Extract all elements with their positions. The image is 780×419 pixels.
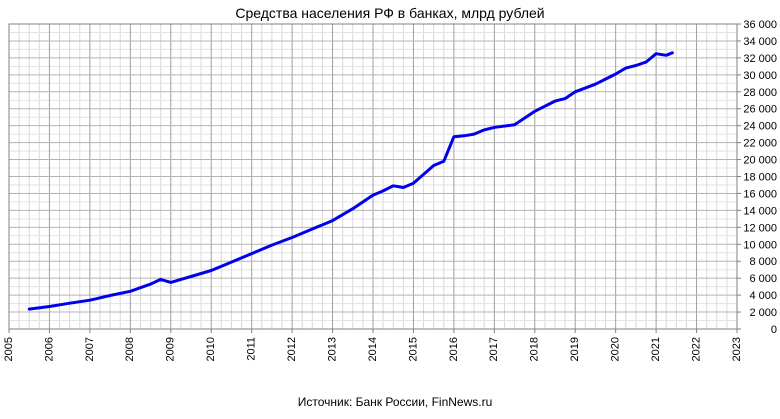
y-tick-label: 2 000 xyxy=(749,307,777,319)
y-tick-label: 6 000 xyxy=(749,273,777,285)
y-tick-label: 14 000 xyxy=(743,205,777,217)
x-tick-label: 2017 xyxy=(488,337,500,361)
y-tick-label: 4 000 xyxy=(749,290,777,302)
y-tick-label: 34 000 xyxy=(743,36,777,48)
series-layer xyxy=(27,51,674,311)
y-tick-label: 28 000 xyxy=(743,87,777,99)
x-tick-label: 2012 xyxy=(286,337,298,361)
x-axis-ticks: 2005 2006 2007 2008 2009 2010 2011 2012 2013 2014… xyxy=(3,329,743,361)
y-tick-label: 0 xyxy=(771,324,777,336)
x-tick-label: 2018 xyxy=(529,337,541,361)
x-tick-label: 2006 xyxy=(43,337,55,361)
x-tick-label: 2019 xyxy=(569,337,581,361)
chart-title: Средства населения РФ в банках, млрд руб… xyxy=(235,5,544,21)
x-tick-label: 2016 xyxy=(448,337,460,361)
x-tick-label: 2009 xyxy=(165,337,177,361)
y-tick-label: 18 000 xyxy=(743,172,777,184)
x-tick-label: 2007 xyxy=(84,337,96,361)
x-tick-label: 2013 xyxy=(326,337,338,361)
y-tick-label: 36 000 xyxy=(743,19,777,31)
y-tick-label: 12 000 xyxy=(743,222,777,234)
source-note: Источник: Банк России, FinNews.ru xyxy=(298,395,493,409)
x-tick-label: 2022 xyxy=(690,337,702,361)
x-tick-label: 2011 xyxy=(246,337,258,361)
y-axis-ticks: 0 2 000 4 000 6 000 8 000 10 000 12 000 14 000 1… xyxy=(737,19,777,336)
x-tick-label: 2023 xyxy=(731,337,743,361)
x-tick-label: 2008 xyxy=(124,337,136,361)
x-tick-label: 2010 xyxy=(205,337,217,361)
x-tick-label: 2014 xyxy=(367,337,379,361)
series-line xyxy=(27,51,674,311)
x-tick-label: 2005 xyxy=(3,337,15,361)
x-tick-label: 2021 xyxy=(650,337,662,361)
y-tick-label: 26 000 xyxy=(743,104,777,116)
y-tick-label: 30 000 xyxy=(743,70,777,82)
y-tick-label: 10 000 xyxy=(743,239,777,251)
y-tick-label: 22 000 xyxy=(743,138,777,150)
y-tick-label: 24 000 xyxy=(743,121,777,133)
y-tick-label: 16 000 xyxy=(743,188,777,200)
x-tick-label: 2015 xyxy=(407,337,419,361)
y-tick-label: 32 000 xyxy=(743,53,777,65)
x-tick-label: 2020 xyxy=(610,337,622,361)
y-tick-label: 20 000 xyxy=(743,155,777,167)
y-tick-label: 8 000 xyxy=(749,256,777,268)
gridlines xyxy=(8,23,738,330)
